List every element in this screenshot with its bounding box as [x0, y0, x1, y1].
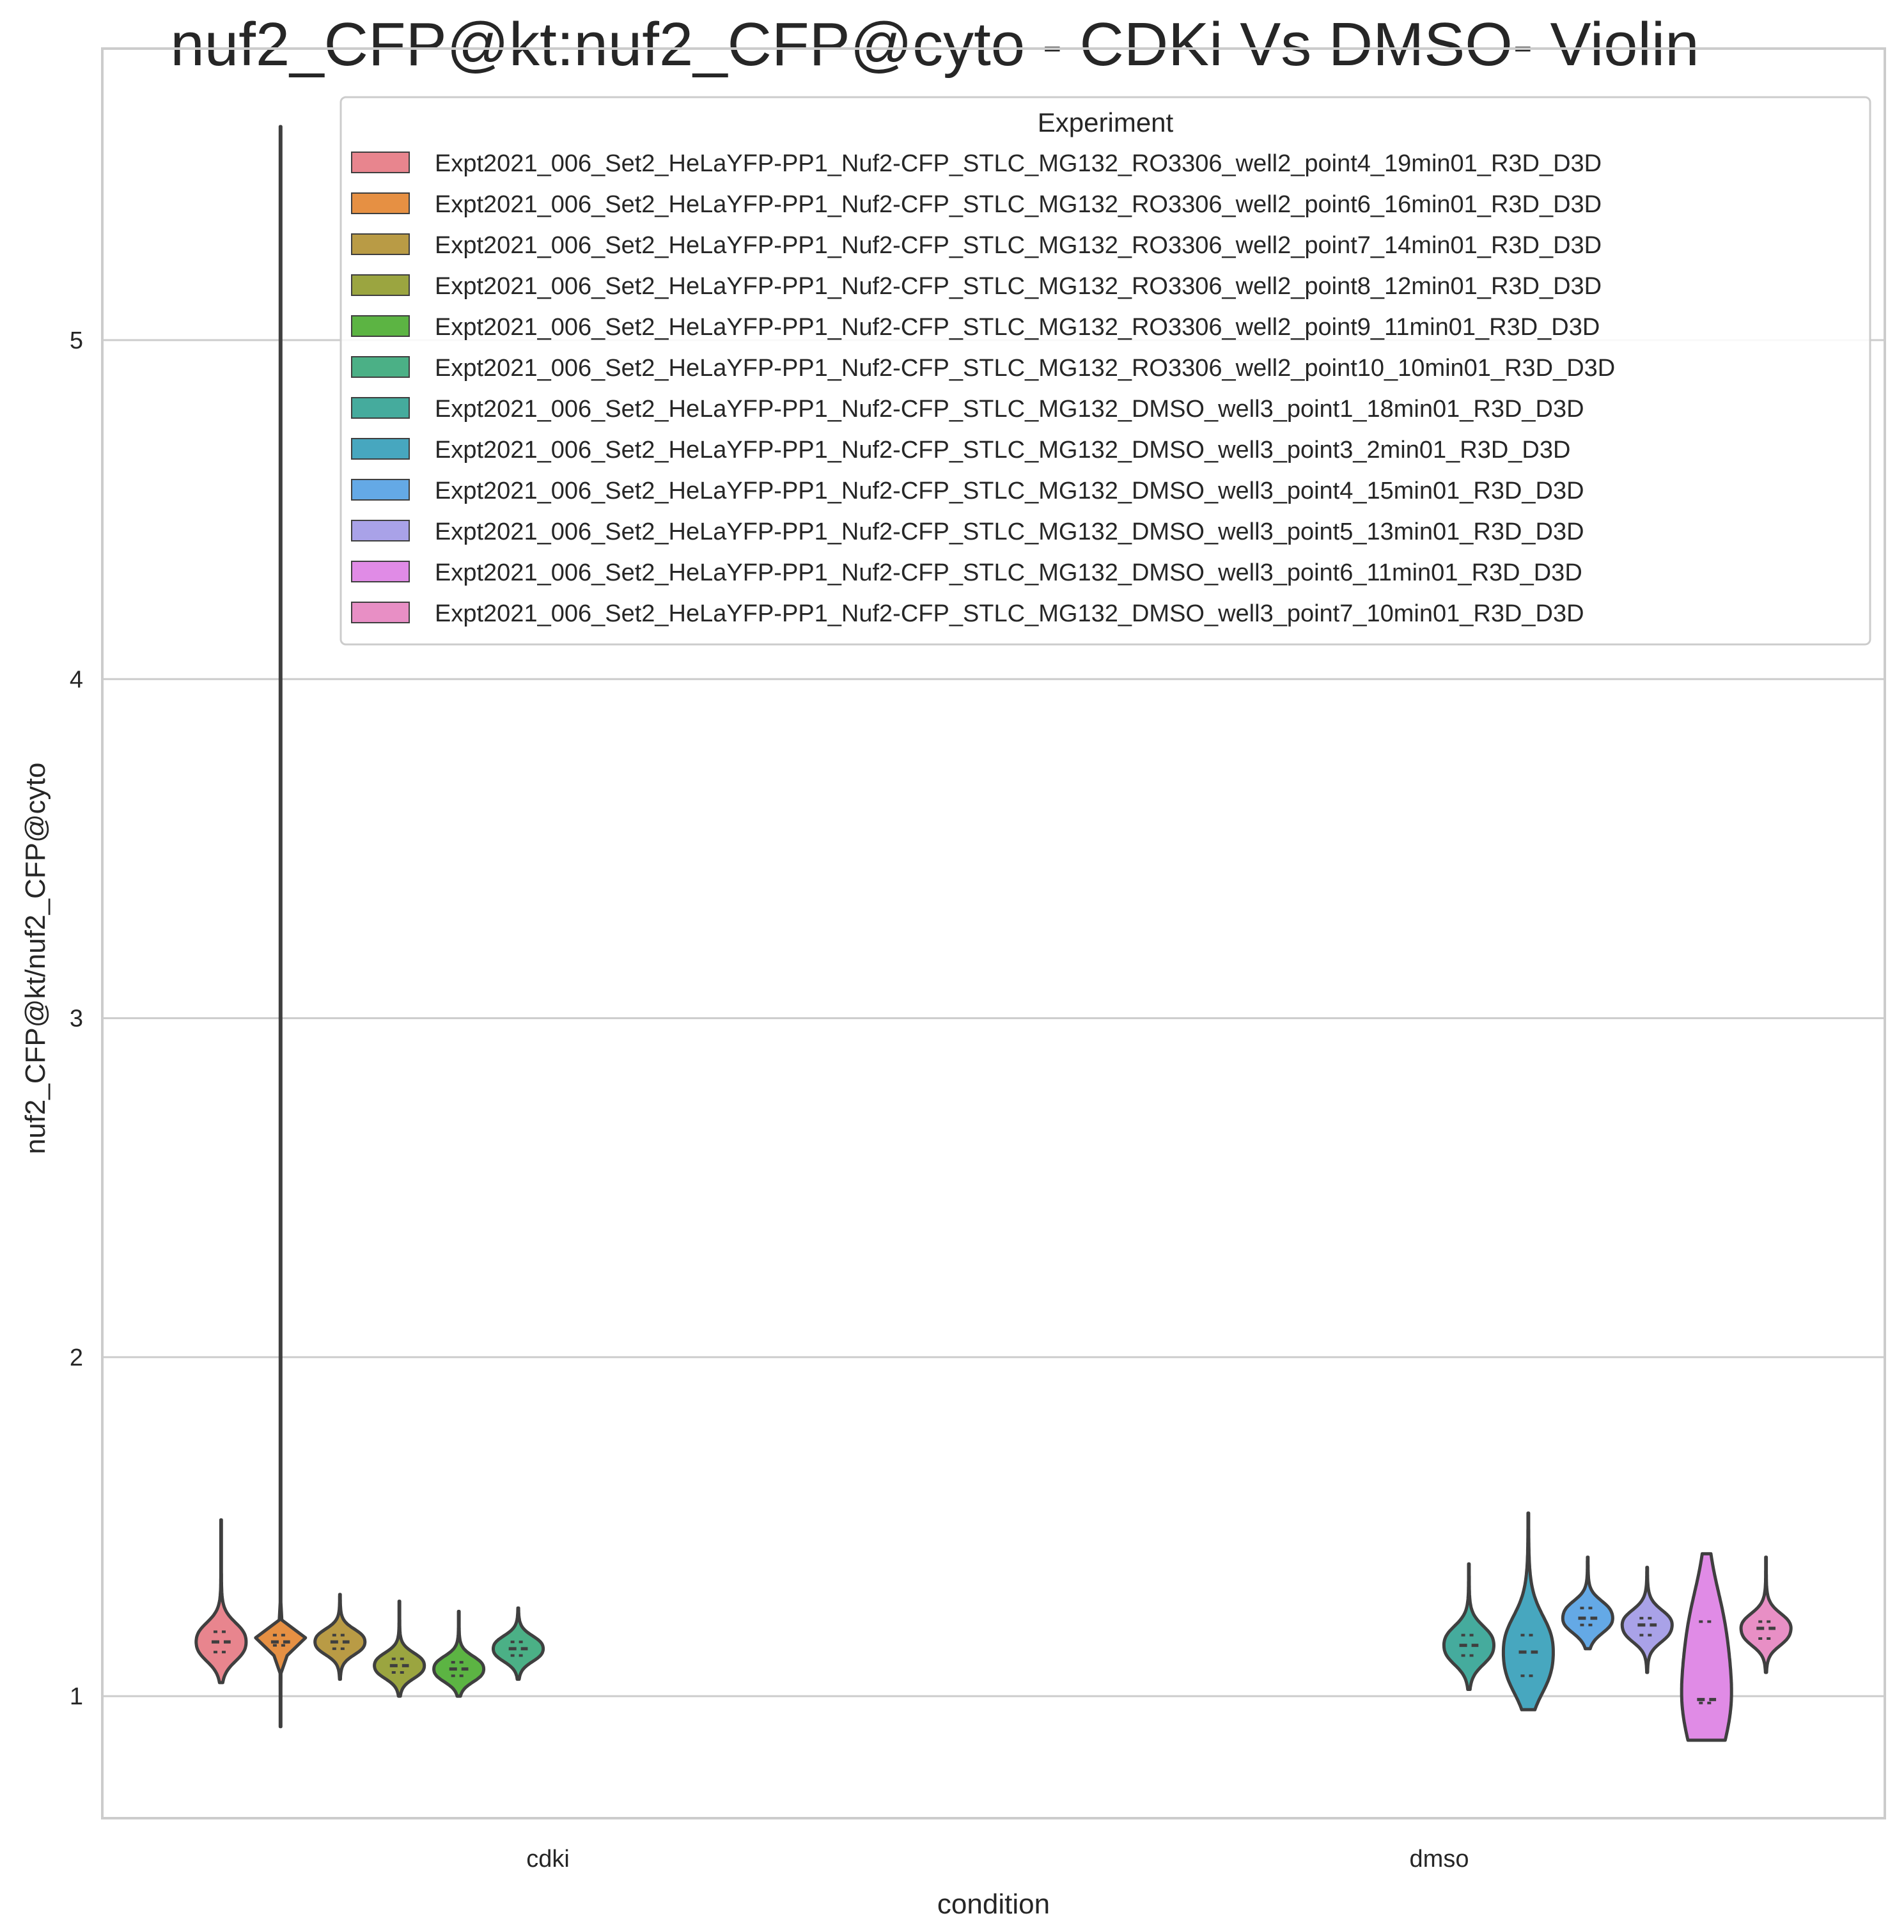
y-axis-label: nuf2_CFP@kt/nuf2_CFP@cyto: [20, 763, 51, 1155]
violin-body: [492, 1606, 545, 1681]
legend-label: Expt2021_006_Set2_HeLaYFP-PP1_Nuf2-CFP_S…: [435, 437, 1570, 464]
violin-body: [1442, 1562, 1495, 1691]
violin-dmso-8: [1561, 1555, 1614, 1651]
violin-dmso-7: [1501, 1511, 1555, 1711]
legend-label: Expt2021_006_Set2_HeLaYFP-PP1_Nuf2-CFP_S…: [435, 232, 1602, 259]
legend-label: Expt2021_006_Set2_HeLaYFP-PP1_Nuf2-CFP_S…: [435, 600, 1584, 627]
legend-label: Expt2021_006_Set2_HeLaYFP-PP1_Nuf2-CFP_S…: [435, 396, 1584, 423]
legend-label: Expt2021_006_Set2_HeLaYFP-PP1_Nuf2-CFP_S…: [435, 150, 1602, 177]
violin-dmso-11: [1739, 1555, 1793, 1674]
violin-body: [1501, 1511, 1555, 1711]
legend-swatch: [351, 397, 410, 419]
violin-body: [432, 1610, 486, 1698]
legend-swatch: [351, 233, 410, 255]
x-tick-label: dmso: [1410, 1846, 1469, 1873]
violin-body: [1561, 1555, 1614, 1651]
plot-frame: [101, 47, 1886, 1819]
violin-dmso-10: [1680, 1552, 1733, 1742]
y-tick-label: 1: [70, 1683, 83, 1710]
violin-cdki-3: [373, 1600, 426, 1698]
violin-body: [373, 1600, 426, 1698]
y-tick-label: 2: [70, 1344, 83, 1371]
legend-title: Experiment: [1038, 107, 1174, 137]
legend-label: Expt2021_006_Set2_HeLaYFP-PP1_Nuf2-CFP_S…: [435, 355, 1615, 382]
legend-swatch: [351, 315, 410, 337]
x-tick-label: cdki: [526, 1846, 570, 1873]
violin-cdki-5: [492, 1606, 545, 1681]
y-tick-label: 4: [70, 666, 83, 693]
y-tick-label: 5: [70, 327, 83, 354]
violin-dmso-9: [1620, 1566, 1674, 1674]
legend-box: [339, 96, 1871, 646]
violin-body: [1680, 1552, 1733, 1742]
violin-body: [1739, 1555, 1793, 1674]
violin-cdki-4: [432, 1610, 486, 1698]
legend-swatch: [351, 274, 410, 296]
legend-swatch: [351, 479, 410, 501]
legend-swatch: [351, 356, 410, 378]
legend-label: Expt2021_006_Set2_HeLaYFP-PP1_Nuf2-CFP_S…: [435, 191, 1602, 218]
violin-body: [254, 125, 308, 1729]
legend-swatch: [351, 520, 410, 541]
legend: Experiment Expt2021_006_Set2_HeLaYFP-PP1…: [339, 96, 1871, 646]
legend-label: Expt2021_006_Set2_HeLaYFP-PP1_Nuf2-CFP_S…: [435, 273, 1602, 300]
legend-label: Expt2021_006_Set2_HeLaYFP-PP1_Nuf2-CFP_S…: [435, 518, 1584, 545]
chart-title: nuf2_CFP@kt:nuf2_CFP@cyto - CDKi Vs DMSO…: [170, 10, 1699, 79]
legend-label: Expt2021_006_Set2_HeLaYFP-PP1_Nuf2-CFP_S…: [435, 478, 1584, 504]
y-tick-label: 3: [70, 1006, 83, 1032]
violin-dmso-6: [1442, 1562, 1495, 1691]
violin-cdki-1: [254, 125, 308, 1729]
legend-swatch: [351, 192, 410, 214]
violin-body: [194, 1518, 248, 1685]
legend-swatch: [351, 561, 410, 582]
x-ticks: cdki dmso: [526, 1846, 1469, 1873]
violins: [194, 125, 1793, 1742]
legend-swatch: [351, 152, 410, 173]
legend-label: Expt2021_006_Set2_HeLaYFP-PP1_Nuf2-CFP_S…: [435, 559, 1582, 586]
violin-body: [1620, 1566, 1674, 1674]
legend-label: Expt2021_006_Set2_HeLaYFP-PP1_Nuf2-CFP_S…: [435, 314, 1600, 341]
x-axis-label: condition: [937, 1889, 1050, 1920]
legend-swatch: [351, 602, 410, 623]
y-ticks: 1 2 3 4 5: [70, 327, 83, 1710]
violin-body: [313, 1593, 367, 1681]
violin-cdki-2: [313, 1593, 367, 1681]
violin-cdki-0: [194, 1518, 248, 1685]
legend-swatch: [351, 438, 410, 460]
